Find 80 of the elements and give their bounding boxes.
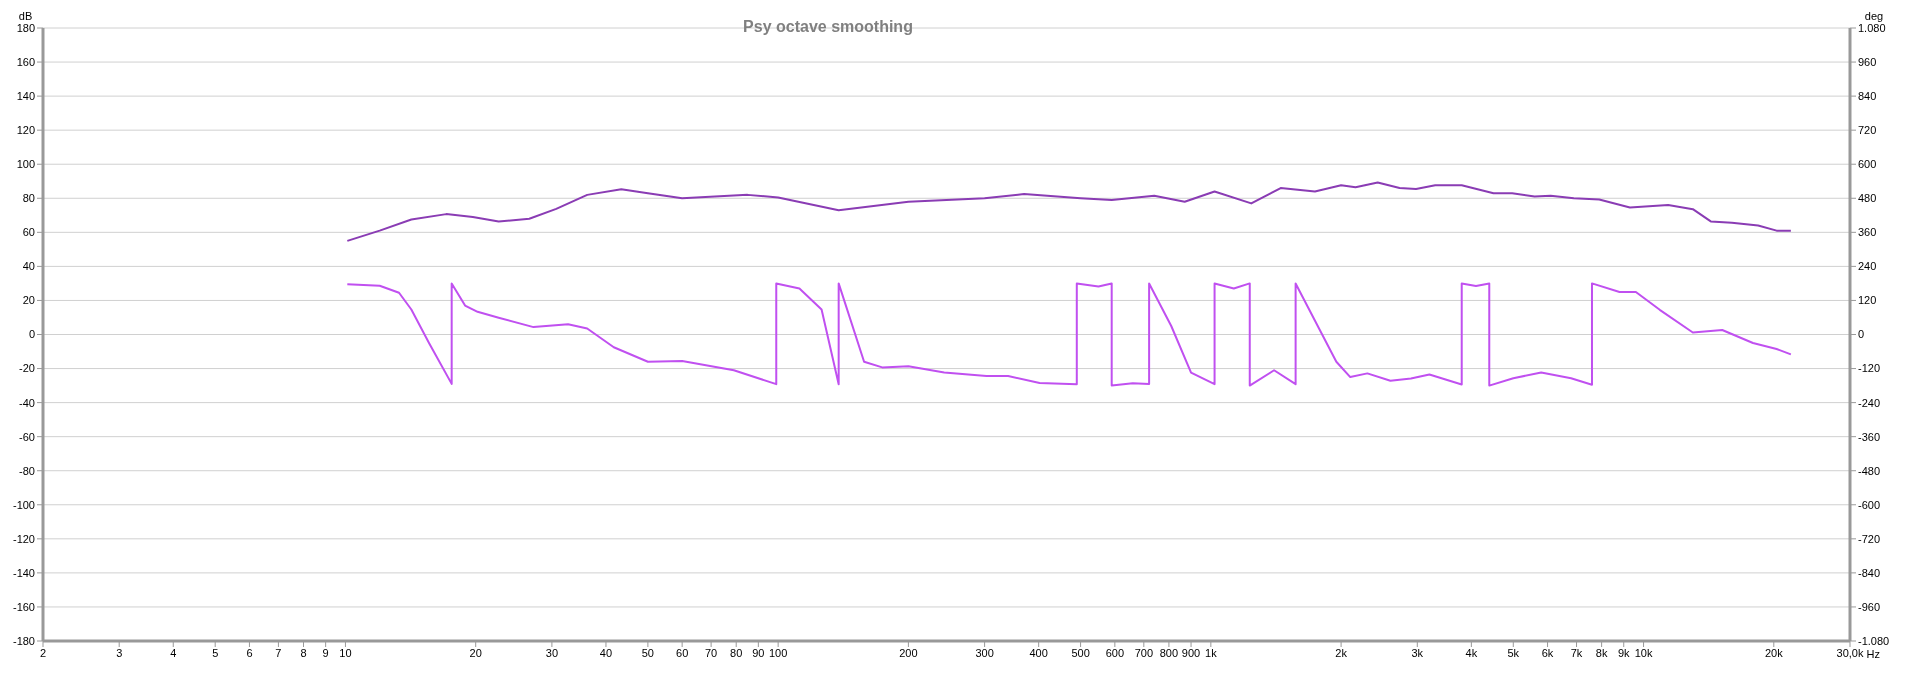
y-tick-label: 0	[28, 328, 35, 341]
x-tick-label: 900	[1181, 646, 1201, 659]
x-tick-label: 30,0k	[1836, 646, 1864, 659]
x-tick-label: 9k	[1617, 646, 1631, 659]
x-tick-label: 1k	[1205, 646, 1218, 659]
y-tick-label: 40	[22, 260, 35, 273]
y-tick-label: 100	[16, 158, 35, 171]
x-tick-label: 300	[975, 646, 994, 659]
x-tick-label: 6k	[1541, 646, 1554, 659]
x-tick-label: 200	[899, 646, 918, 659]
y2-tick-label: -600	[1858, 498, 1881, 511]
x-tick-label: 10	[339, 646, 352, 659]
x-tick-label: 8k	[1595, 646, 1608, 659]
y-tick-label: -60	[19, 430, 35, 443]
x-tick-label: 8	[300, 646, 307, 659]
x-tick-label: 600	[1105, 646, 1125, 659]
y2-tick-label: 1.080	[1858, 21, 1886, 34]
x-tick-label: 7k	[1570, 646, 1583, 659]
y-tick-label: 140	[16, 90, 35, 103]
x-tick-label: 80	[730, 646, 743, 659]
x-tick-label: 20	[469, 646, 482, 659]
x-tick-label: 800	[1159, 646, 1179, 659]
y-tick-label: -100	[12, 498, 35, 511]
y2-tick-label: 240	[1858, 260, 1877, 273]
x-tick-label: 5	[212, 646, 219, 659]
y-tick-label: -40	[19, 396, 35, 409]
x-tick-label: 90	[752, 646, 765, 659]
y2-tick-label: 360	[1858, 226, 1877, 239]
y-tick-label: 120	[16, 124, 35, 137]
x-tick-label: 10k	[1634, 646, 1653, 659]
x-tick-label: 100	[768, 646, 788, 659]
x-tick-label: 70	[705, 646, 718, 659]
y-tick-label: 160	[16, 55, 35, 68]
y-axis-title: dB	[18, 10, 33, 22]
y2-axis-title: deg	[1864, 10, 1884, 22]
y2-tick-label: -960	[1858, 600, 1881, 613]
x-tick-label: 7	[275, 646, 282, 659]
x-tick-label: 2k	[1335, 646, 1348, 659]
x-tick-label: 5k	[1507, 646, 1520, 659]
y2-tick-label: -720	[1858, 532, 1881, 545]
y2-tick-label: 600	[1858, 158, 1877, 171]
y-tick-label: 60	[22, 226, 35, 239]
x-tick-label: 500	[1071, 646, 1090, 659]
y2-tick-label: 480	[1858, 192, 1877, 205]
x-tick-label: 2	[39, 646, 47, 659]
y2-tick-label: -1.080	[1858, 634, 1890, 647]
y-tick-label: -120	[12, 532, 35, 545]
y-tick-label: -80	[19, 464, 35, 477]
x-tick-label: 400	[1029, 646, 1048, 659]
x-axis-title: Hz	[1866, 648, 1880, 660]
y2-tick-label: -240	[1858, 396, 1881, 409]
y2-tick-label: 840	[1858, 90, 1877, 103]
y2-tick-label: 0	[1858, 328, 1865, 341]
x-tick-label: 30	[545, 646, 559, 659]
x-tick-label: 4	[170, 646, 177, 659]
x-tick-label: 700	[1134, 646, 1153, 659]
y-tick-label: 80	[22, 192, 35, 205]
y2-tick-label: 720	[1858, 124, 1877, 137]
x-tick-label: 9	[322, 646, 329, 659]
y-tick-label: -180	[12, 634, 35, 647]
y-tick-label: 20	[22, 294, 35, 307]
y2-tick-label: -120	[1858, 362, 1881, 375]
y2-tick-label: -480	[1858, 464, 1881, 477]
x-tick-label: 6	[246, 646, 253, 659]
y2-tick-label: -360	[1858, 430, 1881, 443]
x-tick-label: 20k	[1764, 646, 1784, 659]
x-tick-label: 50	[641, 646, 655, 659]
y2-tick-label: 120	[1858, 294, 1877, 307]
y-tick-label: 180	[16, 21, 35, 34]
x-tick-label: 60	[676, 646, 689, 659]
chart-title: Psy octave smoothing	[743, 18, 913, 35]
y2-tick-label: 960	[1858, 55, 1877, 68]
x-tick-label: 40	[599, 646, 613, 659]
x-tick-label: 3k	[1411, 646, 1424, 659]
y-tick-label: -20	[19, 362, 35, 375]
x-tick-label: 4k	[1465, 646, 1478, 659]
x-tick-label: 3	[116, 646, 123, 659]
y-tick-label: -140	[12, 566, 35, 579]
y2-tick-label: -840	[1858, 566, 1881, 579]
y-tick-label: -160	[12, 600, 35, 613]
